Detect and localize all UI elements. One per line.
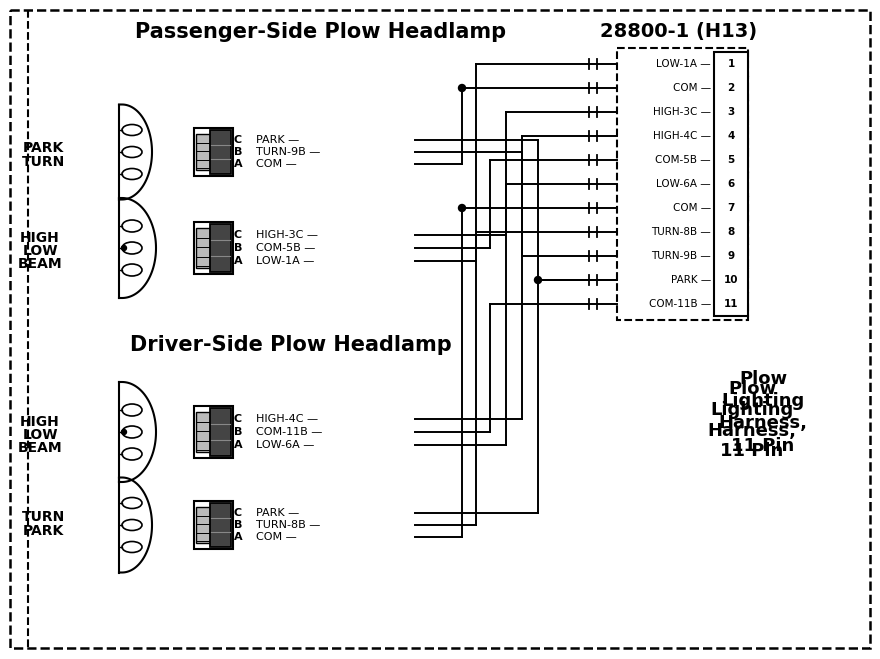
Text: PARK: PARK [22,141,63,155]
Text: C: C [234,414,242,424]
Text: COM-11B —: COM-11B — [649,299,711,309]
Text: 28800-1 (H13): 28800-1 (H13) [600,22,757,42]
Text: LOW-6A —: LOW-6A — [256,440,314,451]
Polygon shape [210,130,231,174]
Text: HIGH-4C —: HIGH-4C — [256,414,318,424]
Text: COM-11B —: COM-11B — [256,427,322,437]
Text: Plow
Lighting
Harness,
11 Pin: Plow Lighting Harness, 11 Pin [708,380,796,461]
Text: 6: 6 [728,179,735,189]
Text: HIGH: HIGH [20,231,60,245]
Text: TURN-9B —: TURN-9B — [651,251,711,261]
Polygon shape [196,134,210,170]
Text: HIGH: HIGH [20,415,60,429]
Text: PARK: PARK [22,524,63,538]
Text: A: A [234,440,243,451]
Text: B: B [234,520,242,530]
Text: PARK —: PARK — [256,134,299,145]
Text: Plow
Lighting
Harness,
11 Pin: Plow Lighting Harness, 11 Pin [718,370,808,455]
Text: TURN: TURN [21,510,64,524]
Circle shape [121,430,127,434]
Polygon shape [210,503,231,547]
Text: LOW: LOW [22,244,58,258]
Text: COM —: COM — [256,159,297,169]
Text: TURN: TURN [21,155,64,169]
Text: 1: 1 [728,59,735,69]
Polygon shape [196,228,210,268]
Text: TURN-8B —: TURN-8B — [651,227,711,237]
Circle shape [458,204,466,212]
Polygon shape [210,224,231,272]
Text: 2: 2 [728,83,735,93]
Text: 10: 10 [723,275,738,285]
Circle shape [458,84,466,92]
Text: A: A [234,256,243,266]
Text: COM —: COM — [256,532,297,542]
Text: COM-5B —: COM-5B — [256,243,315,253]
Polygon shape [714,52,748,316]
Circle shape [121,246,127,250]
Text: HIGH-3C —: HIGH-3C — [256,229,318,240]
Text: A: A [234,532,243,542]
Text: HIGH-4C —: HIGH-4C — [653,131,711,141]
Polygon shape [210,408,231,456]
Text: B: B [234,147,242,157]
Text: LOW: LOW [22,428,58,442]
Text: 5: 5 [728,155,735,165]
Text: C: C [234,507,242,518]
Text: COM —: COM — [673,83,711,93]
Text: LOW-6A —: LOW-6A — [656,179,711,189]
Text: COM-5B —: COM-5B — [656,155,711,165]
Text: LOW-1A —: LOW-1A — [256,256,314,266]
Circle shape [534,277,541,283]
Text: Driver-Side Plow Headlamp: Driver-Side Plow Headlamp [130,335,451,355]
Text: 7: 7 [727,203,735,213]
Text: PARK —: PARK — [671,275,711,285]
Text: 3: 3 [728,107,735,117]
Polygon shape [196,507,210,543]
Text: 11: 11 [723,299,738,309]
Text: 4: 4 [727,131,735,141]
Text: C: C [234,229,242,240]
Polygon shape [196,412,210,452]
Text: Passenger-Side Plow Headlamp: Passenger-Side Plow Headlamp [135,22,506,42]
Text: BEAM: BEAM [18,257,62,271]
Text: C: C [234,134,242,145]
Text: A: A [234,159,243,169]
Text: HIGH-3C —: HIGH-3C — [653,107,711,117]
Text: 9: 9 [728,251,735,261]
Text: BEAM: BEAM [18,441,62,455]
Text: B: B [234,243,242,253]
Text: B: B [234,427,242,437]
Text: PARK —: PARK — [256,507,299,518]
Text: TURN-9B —: TURN-9B — [256,147,320,157]
Text: 8: 8 [728,227,735,237]
Text: LOW-1A —: LOW-1A — [656,59,711,69]
Text: TURN-8B —: TURN-8B — [256,520,320,530]
Text: COM —: COM — [673,203,711,213]
